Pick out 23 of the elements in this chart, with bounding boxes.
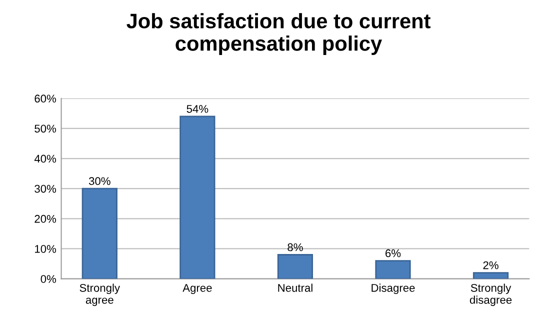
bar [180,116,216,279]
data-label: 54% [186,105,208,113]
chart-title: Job satisfaction due to current compensation policy [126,13,430,55]
bar [472,272,509,279]
y-tick-label: 60% [34,94,56,103]
x-tick-label: Strongly disagree [470,284,512,306]
data-label: 2% [483,261,498,270]
y-tick-label: 20% [34,214,56,223]
bar [277,254,314,279]
y-tick-label: 0% [40,275,56,283]
bar [82,188,118,279]
y-tick-label: 50% [34,124,56,133]
x-tick-label: Neutral [278,284,312,292]
x-tick-label: Agree [182,284,212,294]
data-label: 30% [88,177,110,186]
data-label: 6% [386,249,401,258]
y-tick-label: 40% [34,154,56,163]
x-tick-label: Disagree [372,284,415,294]
bar [375,260,411,279]
data-label: 8% [288,243,303,252]
x-tick-label: Strongly agree [80,284,120,306]
y-tick-label: 10% [35,245,56,253]
y-tick-label: 30% [34,184,56,193]
